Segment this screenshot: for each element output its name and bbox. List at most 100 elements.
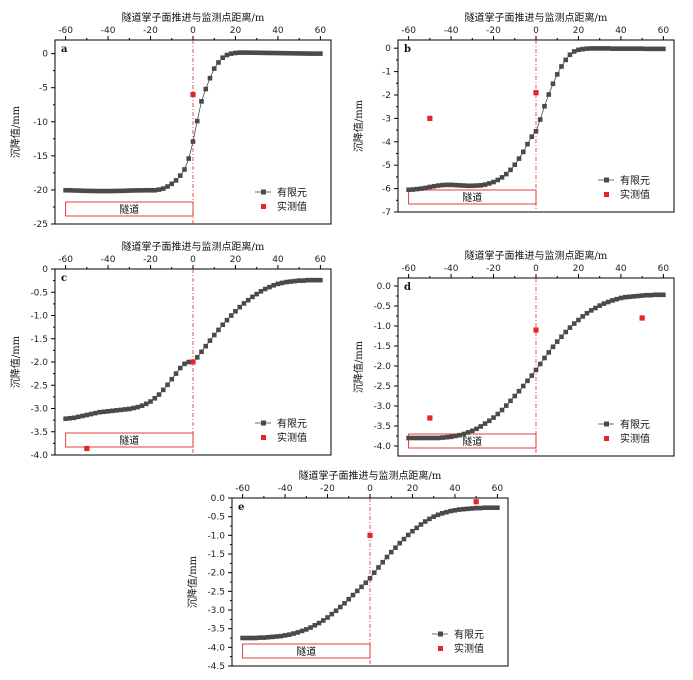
panel-letter: d xyxy=(404,282,411,293)
fem-point xyxy=(410,187,416,192)
fem-point xyxy=(461,431,467,437)
fem-point xyxy=(393,545,398,550)
fem-point xyxy=(512,393,518,399)
fem-point xyxy=(576,47,581,53)
fem-point xyxy=(542,355,547,361)
fem-point xyxy=(228,51,234,56)
fem-point xyxy=(71,188,77,193)
legend-fem-marker xyxy=(604,421,609,427)
fem-point xyxy=(139,403,145,409)
y-tick-label: -2.5 xyxy=(373,382,391,392)
fem-point xyxy=(423,435,428,441)
y-tick-label: -4.0 xyxy=(30,451,48,461)
fem-point xyxy=(622,46,628,51)
measured-point xyxy=(427,415,433,421)
y-tick-label: -25 xyxy=(33,220,48,230)
legend-fem-marker xyxy=(261,189,266,195)
fem-point xyxy=(67,188,73,193)
fem-point xyxy=(160,186,166,191)
fem-point xyxy=(177,173,183,178)
fem-point xyxy=(431,514,436,519)
fem-point xyxy=(156,392,162,397)
chart-panel-c: -60 -40 -20 0 20 40 60 隧道掌子面推进与监测点距离/m 0 -0.5 -1.0… xyxy=(9,240,332,461)
tunnel-label: 隧道 xyxy=(119,434,139,447)
fem-point xyxy=(118,188,124,194)
x-axis-label: 隧道掌子面推进与监测点距离/m xyxy=(122,240,265,253)
x-tick-label: 60 xyxy=(315,255,327,265)
fem-point xyxy=(224,317,230,323)
fem-point xyxy=(537,361,543,367)
x-tick-label: 60 xyxy=(658,26,670,36)
fem-point xyxy=(503,171,509,177)
fem-point xyxy=(186,359,192,365)
fem-point xyxy=(194,355,200,360)
x-tick-label: -60 xyxy=(58,255,73,265)
fem-point xyxy=(401,536,407,542)
fem-point xyxy=(427,184,433,190)
fem-point xyxy=(101,188,107,194)
x-tick-label: -60 xyxy=(235,484,250,494)
fem-point xyxy=(267,50,272,56)
legend-fem-marker xyxy=(261,420,266,426)
fem-point xyxy=(516,388,522,394)
fem-point xyxy=(482,421,488,426)
legend-fem-label: 有限元 xyxy=(620,174,650,187)
fem-point xyxy=(470,428,475,434)
fem-point xyxy=(457,183,462,188)
legend-measured-label: 实测值 xyxy=(620,188,650,201)
y-axis-label: 沉降值/mm xyxy=(352,99,365,152)
fem-point xyxy=(469,506,475,511)
fem-point xyxy=(410,528,415,534)
fem-point xyxy=(486,181,492,186)
legend-measured-marker xyxy=(438,646,443,651)
fem-point xyxy=(122,188,128,194)
y-axis-label: 沉降值/mm xyxy=(186,555,199,608)
fem-point xyxy=(491,179,496,185)
fem-point xyxy=(304,627,309,632)
fem-point xyxy=(284,279,289,285)
legend-fem-label: 有限元 xyxy=(454,628,484,641)
fem-point xyxy=(308,625,313,630)
fem-point xyxy=(288,50,293,56)
x-tick-label: -20 xyxy=(143,255,158,265)
y-tick-label: -0.5 xyxy=(207,513,225,523)
fem-point xyxy=(618,295,624,301)
fem-point xyxy=(245,50,251,55)
y-tick-label: -3.5 xyxy=(373,422,391,432)
fem-point xyxy=(533,367,539,373)
fem-point xyxy=(537,117,543,122)
fem-point xyxy=(305,277,310,283)
tunnel-box xyxy=(242,643,371,659)
fem-point xyxy=(354,588,360,594)
y-axis-label: 沉降值/mm xyxy=(352,340,365,393)
fem-point xyxy=(169,181,175,187)
y-tick-label: 0 xyxy=(42,265,48,275)
fem-point xyxy=(313,51,319,56)
panel-letter: b xyxy=(404,44,411,55)
fem-point xyxy=(93,188,98,194)
fem-point xyxy=(610,298,615,303)
fem-point xyxy=(177,365,183,371)
fem-point xyxy=(228,313,234,318)
x-tick-label: -60 xyxy=(58,26,73,36)
y-tick-label: 0 xyxy=(42,50,48,60)
fem-point xyxy=(652,46,658,52)
fem-point xyxy=(127,406,132,412)
fem-point xyxy=(203,86,209,92)
fem-point xyxy=(427,516,432,522)
y-axis-label: 沉降值/mm xyxy=(9,105,22,158)
fem-point xyxy=(309,277,315,283)
y-tick-label: -2.5 xyxy=(207,587,225,597)
fem-point xyxy=(258,50,264,56)
measured-point xyxy=(190,91,196,98)
fem-point xyxy=(559,334,564,340)
x-tick-label: 0 xyxy=(367,484,373,494)
fem-point xyxy=(465,506,470,512)
y-tick-label: -2.0 xyxy=(207,569,225,579)
legend-fem-label: 有限元 xyxy=(277,417,307,430)
panel-letter: e xyxy=(238,502,244,513)
fem-point xyxy=(305,51,310,56)
fem-point xyxy=(220,55,226,61)
fem-point xyxy=(199,349,204,355)
fem-point xyxy=(84,188,90,194)
